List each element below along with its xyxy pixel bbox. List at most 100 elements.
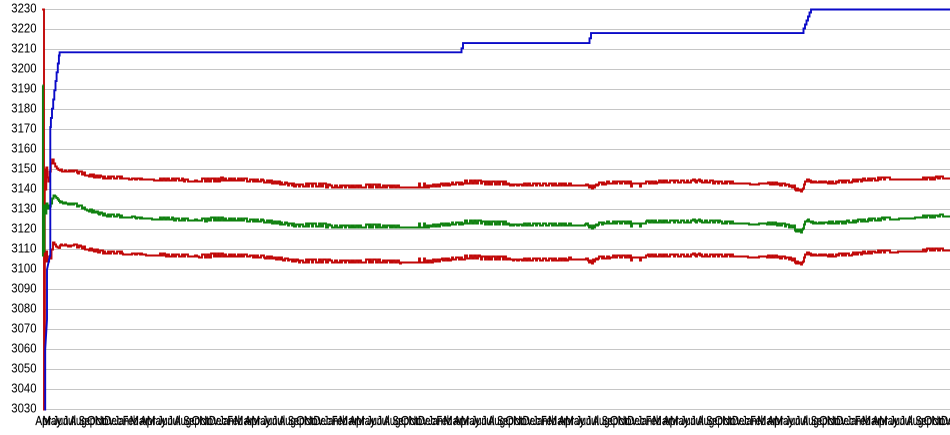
svg-text:May: May <box>42 413 61 428</box>
svg-text:Apr: Apr <box>140 413 156 428</box>
svg-text:Jan: Jan <box>324 413 339 428</box>
svg-text:Feb: Feb <box>227 413 242 428</box>
svg-text:3220: 3220 <box>11 21 36 36</box>
svg-text:Jun: Jun <box>890 413 905 428</box>
svg-text:Oct: Oct <box>505 413 523 428</box>
svg-text:Jul: Jul <box>168 413 181 428</box>
svg-text:Apr: Apr <box>558 413 574 428</box>
svg-text:Jan: Jan <box>847 413 862 428</box>
svg-text:Mar: Mar <box>757 413 777 428</box>
svg-text:3040: 3040 <box>11 381 36 396</box>
svg-text:Apr: Apr <box>872 413 888 428</box>
svg-text:Feb: Feb <box>646 413 661 428</box>
svg-text:Jul: Jul <box>63 413 76 428</box>
svg-text:Mar: Mar <box>130 413 150 428</box>
svg-text:Mar: Mar <box>653 413 673 428</box>
svg-text:Jun: Jun <box>576 413 591 428</box>
svg-text:Sep: Sep <box>288 413 304 428</box>
svg-text:Jul: Jul <box>691 413 704 428</box>
svg-text:Feb: Feb <box>855 413 870 428</box>
svg-text:May: May <box>565 413 584 428</box>
svg-text:3140: 3140 <box>11 181 36 196</box>
svg-text:3050: 3050 <box>11 361 36 376</box>
svg-text:May: May <box>461 413 480 428</box>
svg-text:Jun: Jun <box>262 413 277 428</box>
svg-text:Jul: Jul <box>900 413 913 428</box>
svg-text:3110: 3110 <box>11 241 36 256</box>
svg-text:Aug: Aug <box>383 413 400 428</box>
svg-text:Jun: Jun <box>681 413 696 428</box>
svg-text:Nov: Nov <box>827 413 847 428</box>
svg-text:Jul: Jul <box>272 413 285 428</box>
svg-text:Oct: Oct <box>87 413 105 428</box>
svg-text:May: May <box>356 413 375 428</box>
svg-text:Aug: Aug <box>174 413 191 428</box>
svg-text:Aug: Aug <box>697 413 714 428</box>
svg-text:Mar: Mar <box>443 413 463 428</box>
svg-text:Nov: Nov <box>722 413 742 428</box>
svg-text:Aug: Aug <box>593 413 610 428</box>
svg-text:Dec: Dec <box>418 413 436 428</box>
svg-text:Feb: Feb <box>541 413 556 428</box>
svg-text:Nov: Nov <box>408 413 428 428</box>
svg-text:Nov: Nov <box>513 413 533 428</box>
svg-text:Dec: Dec <box>313 413 331 428</box>
svg-text:3060: 3060 <box>11 341 36 356</box>
svg-text:3200: 3200 <box>11 61 36 76</box>
svg-text:Jun: Jun <box>367 413 382 428</box>
svg-text:Oct: Oct <box>610 413 628 428</box>
svg-text:3160: 3160 <box>11 141 36 156</box>
svg-text:Feb: Feb <box>332 413 347 428</box>
svg-text:Jan: Jan <box>533 413 548 428</box>
svg-text:Dec: Dec <box>523 413 541 428</box>
svg-text:Aug: Aug <box>70 413 87 428</box>
svg-text:Jan: Jan <box>637 413 652 428</box>
svg-text:Mar: Mar <box>548 413 568 428</box>
svg-text:Mar: Mar <box>234 413 254 428</box>
svg-text:Jul: Jul <box>377 413 390 428</box>
svg-text:Dec: Dec <box>732 413 750 428</box>
svg-text:Jan: Jan <box>219 413 234 428</box>
svg-text:Oct: Oct <box>714 413 732 428</box>
svg-text:Dec: Dec <box>941 413 950 428</box>
svg-text:Jun: Jun <box>158 413 173 428</box>
svg-text:3030: 3030 <box>11 401 36 416</box>
svg-text:3210: 3210 <box>11 41 36 56</box>
svg-text:3070: 3070 <box>11 321 36 336</box>
svg-text:3080: 3080 <box>11 301 36 316</box>
svg-text:Jul: Jul <box>586 413 599 428</box>
svg-text:Sep: Sep <box>79 413 95 428</box>
svg-text:May: May <box>879 413 898 428</box>
svg-text:Nov: Nov <box>931 413 950 428</box>
svg-text:Oct: Oct <box>924 413 942 428</box>
svg-text:Feb: Feb <box>437 413 452 428</box>
svg-text:Jun: Jun <box>472 413 487 428</box>
svg-text:3150: 3150 <box>11 161 36 176</box>
svg-text:Apr: Apr <box>663 413 679 428</box>
svg-text:Jan: Jan <box>742 413 757 428</box>
svg-text:Oct: Oct <box>819 413 837 428</box>
svg-text:Sep: Sep <box>183 413 199 428</box>
svg-text:3170: 3170 <box>11 121 36 136</box>
svg-text:Sep: Sep <box>706 413 722 428</box>
svg-text:Nov: Nov <box>199 413 219 428</box>
svg-text:Aug: Aug <box>279 413 296 428</box>
svg-text:Nov: Nov <box>618 413 638 428</box>
svg-text:Dec: Dec <box>627 413 645 428</box>
svg-text:Jan: Jan <box>428 413 443 428</box>
svg-text:Nov: Nov <box>304 413 324 428</box>
svg-text:Apr: Apr <box>768 413 784 428</box>
svg-text:Aug: Aug <box>906 413 923 428</box>
svg-text:3130: 3130 <box>11 201 36 216</box>
svg-text:Feb: Feb <box>750 413 765 428</box>
svg-text:Dec: Dec <box>209 413 227 428</box>
svg-text:3090: 3090 <box>11 281 36 296</box>
svg-text:Mar: Mar <box>862 413 882 428</box>
svg-text:May: May <box>670 413 689 428</box>
svg-text:Oct: Oct <box>191 413 209 428</box>
svg-text:Mar: Mar <box>339 413 359 428</box>
svg-text:Oct: Oct <box>401 413 419 428</box>
svg-text:Nov: Nov <box>95 413 115 428</box>
svg-text:Jan: Jan <box>114 413 129 428</box>
svg-text:3120: 3120 <box>11 221 36 236</box>
